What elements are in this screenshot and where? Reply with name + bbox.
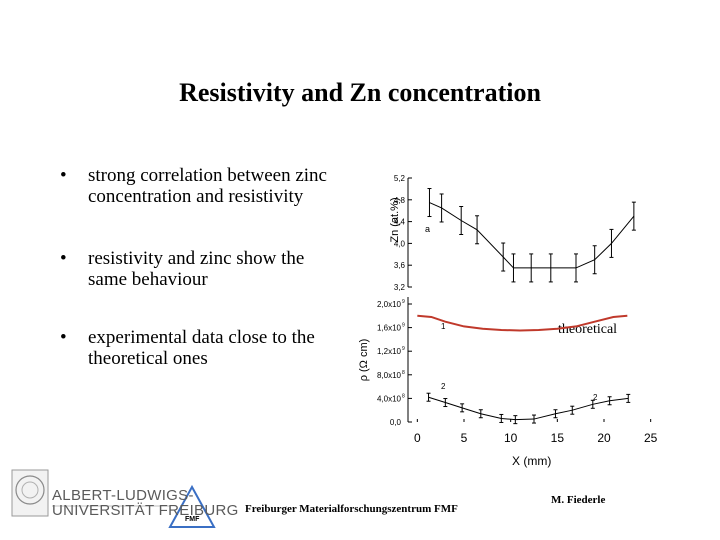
- bullet-2-line-1: resistivity and zinc show the: [88, 248, 305, 269]
- rho-y-tick-label: 0,0: [390, 418, 402, 427]
- annotation-1: 1: [441, 322, 446, 331]
- x-tick-label: 20: [597, 431, 611, 445]
- zn-y-tick-label: 4,0: [394, 239, 406, 248]
- zn-y-tick-label: 4,4: [394, 218, 406, 227]
- rho-y-tick-label: 1,6x10: [377, 324, 402, 333]
- zn-annotation-a: a: [425, 224, 430, 234]
- university-name: ALBERT-LUDWIGS- UNIVERSITÄT FREIBURG: [52, 488, 239, 518]
- theoretical-curve: [417, 314, 628, 332]
- footer-center: Freiburger Materialforschungszentrum FMF: [245, 503, 458, 515]
- rho-y-tick-exponent: 9: [402, 346, 405, 352]
- zn-y-tick-label: 4,8: [394, 196, 406, 205]
- university-seal-icon: [11, 469, 49, 517]
- university-name-line-2: UNIVERSITÄT FREIBURG: [52, 502, 239, 519]
- rho-y-tick-exponent: 9: [402, 299, 405, 305]
- x-tick-label: 0: [414, 431, 421, 445]
- bullet-1-line-2: concentration and resistivity: [88, 186, 304, 207]
- rho-y-tick-label: 2,0x10: [377, 300, 402, 309]
- x-tick-label: 5: [461, 431, 468, 445]
- bullet-3-line-1: experimental data close to the: [88, 327, 315, 348]
- experimental-curve: [428, 396, 629, 421]
- footer-author: M. Fiederle: [551, 494, 606, 506]
- rho-y-tick-exponent: 8: [402, 370, 405, 376]
- bullet-dot: •: [60, 165, 67, 186]
- x-tick-label: 25: [644, 431, 658, 445]
- zn-y-tick-label: 5,2: [394, 174, 406, 183]
- theoretical-label: theoretical: [558, 322, 617, 337]
- rho-y-tick-label: 1,2x10: [377, 347, 402, 356]
- zn-y-tick-label: 3,2: [394, 283, 406, 292]
- resistivity-panel: ρ (Ω cm) X (mm) theoretical 1 2 2 0,0 4,0…: [358, 297, 658, 468]
- fmf-logo-icon: [168, 484, 216, 528]
- annotation-2-left: 2: [441, 382, 446, 391]
- rho-y-axis-label: ρ (Ω cm): [358, 339, 370, 382]
- rho-y-tick-exponent: 9: [402, 323, 405, 329]
- zn-y-tick-label: 3,6: [394, 261, 406, 270]
- x-tick-label: 15: [551, 431, 565, 445]
- university-logo: [11, 469, 170, 517]
- rho-y-tick-exponent: 8: [402, 393, 405, 399]
- annotation-2-right: 2: [593, 393, 598, 402]
- x-tick-label: 10: [504, 431, 518, 445]
- bullet-2-line-2: same behaviour: [88, 269, 208, 290]
- zn-panel: Zn (at.%) a 3,2 3,6 4,0 4,4 4,8 5,2: [389, 174, 636, 292]
- fmf-logo-text: FMF: [185, 516, 200, 523]
- rho-y-tick-label: 8,0x10: [377, 371, 402, 380]
- slide-title: Resistivity and Zn concentration: [179, 78, 541, 107]
- zn-y-axis-label: Zn (at.%): [389, 197, 401, 242]
- bullet-3-line-2: theoretical ones: [88, 348, 208, 369]
- x-axis-label: X (mm): [512, 454, 551, 468]
- rho-y-tick-label: 4,0x10: [377, 394, 402, 403]
- bullet-dot: •: [60, 248, 67, 269]
- bullet-1-line-1: strong correlation between zinc: [88, 165, 327, 186]
- bullet-dot: •: [60, 327, 67, 348]
- university-name-line-1: ALBERT-LUDWIGS-: [52, 487, 194, 504]
- zn-series-line: [429, 202, 635, 269]
- fmf-logo: FMF: [168, 484, 216, 528]
